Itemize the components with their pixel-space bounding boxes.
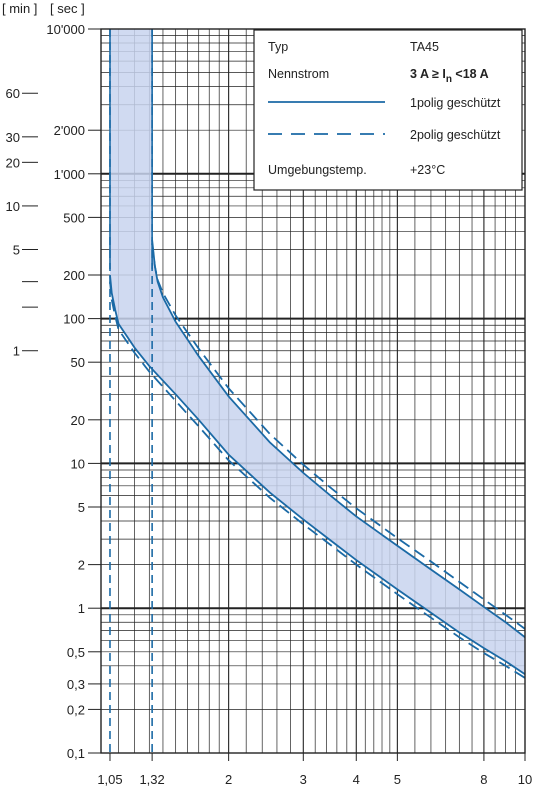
legend-temp-label: Umgebungstemp. [268, 163, 367, 177]
x-tick-label: 8 [480, 772, 487, 787]
axis-label-seconds: [ sec ] [50, 1, 85, 16]
y-axis-seconds: 10'000 2'000 1'000 500 200 100 50 20 10 5 2 1 0,5 0,3… [46, 22, 101, 761]
legend-dashed-label: 2polig geschützt [410, 128, 501, 142]
axis-label-minutes: [ min ] [2, 1, 37, 16]
x-axis: 1,05 1,32 2 3 4 5 8 10 [97, 753, 532, 787]
plot-border [100, 28, 526, 754]
y-tick-label-sec: 100 [63, 312, 85, 327]
series-line-1-solid [109, 274, 526, 675]
legend-solid-label: 1polig geschützt [410, 96, 501, 110]
legend-typ-value: TA45 [410, 40, 439, 54]
vertical-markers [109, 29, 153, 753]
series-line-2-solid [151, 239, 526, 638]
y-tick-label-min: 1 [13, 344, 20, 359]
y-tick-label-sec: 500 [63, 210, 85, 225]
series-line-3-dashed [109, 281, 526, 679]
x-tick-label: 4 [353, 772, 360, 787]
y-tick-label-sec: 20 [71, 413, 85, 428]
legend-typ-label: Typ [268, 40, 288, 54]
x-tick-label: 10 [518, 772, 532, 787]
y-tick-label-min: 5 [13, 243, 20, 258]
y-tick-label-sec: 0,1 [67, 746, 85, 761]
y-tick-label-sec: 10 [71, 456, 85, 471]
y-tick-label-sec: 0,5 [67, 645, 85, 660]
y-tick-label-min: 60 [6, 86, 20, 101]
y-tick-label-sec: 0,3 [67, 677, 85, 692]
y-tick-label-min: 30 [6, 130, 20, 145]
x-tick-label: 2 [225, 772, 232, 787]
legend-nennstrom-value: 3 A ≥ In <18 A [410, 67, 489, 85]
plot-frame [100, 28, 526, 754]
legend-box [253, 29, 523, 191]
x-tick-label: 1,32 [139, 772, 164, 787]
legend-nennstrom-label: Nennstrom [268, 67, 329, 81]
y-tick-label-sec: 1 [78, 601, 85, 616]
x-tick-label: 5 [394, 772, 401, 787]
y-tick-label-sec: 5 [78, 500, 85, 515]
y-tick-label-sec: 200 [63, 268, 85, 283]
series-line-4-dashed [151, 243, 526, 630]
legend-temp-value: +23°C [410, 163, 445, 177]
x-tick-label: 3 [300, 772, 307, 787]
series-layer [109, 239, 526, 679]
legend: Typ TA45 Nennstrom 3 A ≥ In <18 A 1polig… [253, 29, 523, 191]
y-tick-label-sec: 10'000 [46, 22, 85, 37]
y-tick-label-sec: 50 [71, 355, 85, 370]
y-tick-label-sec: 2'000 [54, 123, 85, 138]
y-tick-label-sec: 1'000 [54, 167, 85, 182]
x-tick-label: 1,05 [97, 772, 122, 787]
y-tick-label-min: 20 [6, 155, 20, 170]
y-tick-label-sec: 0,2 [67, 702, 85, 717]
y-axis-minutes: 60 30 20 10 5 1 [6, 86, 38, 359]
y-tick-label-sec: 2 [78, 558, 85, 573]
y-tick-label-min: 10 [6, 199, 20, 214]
